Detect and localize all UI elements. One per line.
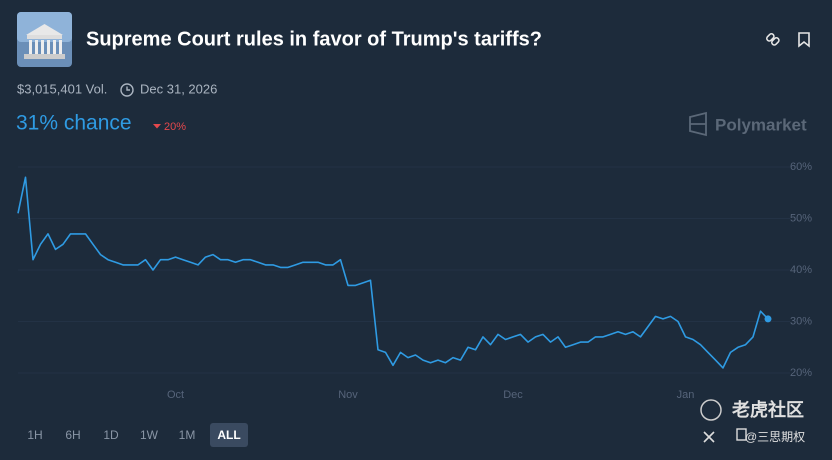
- clock-icon: [120, 83, 134, 97]
- x-tick-label: Oct: [167, 389, 184, 401]
- end-date: Dec 31, 2026: [140, 81, 217, 96]
- range-button[interactable]: [210, 423, 248, 447]
- x-tick-label: Nov: [338, 389, 358, 401]
- x-tick-label: Jan: [677, 389, 695, 401]
- range-buttons: 1H 6H 1D 1W 1M ALL: [27, 423, 248, 447]
- y-tick-label: 30%: [790, 315, 812, 327]
- range-label: 1H: [27, 428, 42, 442]
- y-tick-label: 20%: [790, 367, 812, 379]
- doc-icon[interactable]: [736, 428, 747, 441]
- range-label: 6H: [65, 428, 80, 442]
- market-image: [17, 12, 72, 67]
- brand-logo: [689, 111, 707, 137]
- down-arrow: [153, 124, 161, 129]
- change: 20%: [164, 121, 186, 133]
- watermark: 老虎社区 @三思期权: [700, 399, 805, 444]
- chart: 20% 30% 40% 50% 60% Oct Nov Dec Jan: [17, 161, 812, 401]
- shuffle-icon[interactable]: [703, 431, 715, 443]
- watermark-handle: @三思期权: [745, 430, 805, 444]
- y-tick-label: 40%: [790, 264, 812, 276]
- range-label: 1W: [140, 428, 159, 442]
- bookmark-button[interactable]: [798, 32, 810, 48]
- x-tick-label: Dec: [503, 389, 523, 401]
- link-button[interactable]: [765, 32, 780, 46]
- volume: $3,015,401 Vol.: [17, 81, 107, 96]
- range-label: 1M: [179, 428, 196, 442]
- y-tick-label: 60%: [790, 161, 812, 173]
- y-tick-label: 50%: [790, 212, 812, 224]
- end-dot: [764, 315, 772, 323]
- watermark-text: 老虎社区: [732, 399, 804, 420]
- line: [17, 176, 769, 369]
- range-label: ALL: [217, 428, 240, 442]
- brand: Polymarket: [715, 115, 807, 134]
- chance: 31% chance: [16, 112, 132, 135]
- range-label: 1D: [103, 428, 119, 442]
- title: Supreme Court rules in favor of Trump's …: [86, 28, 542, 50]
